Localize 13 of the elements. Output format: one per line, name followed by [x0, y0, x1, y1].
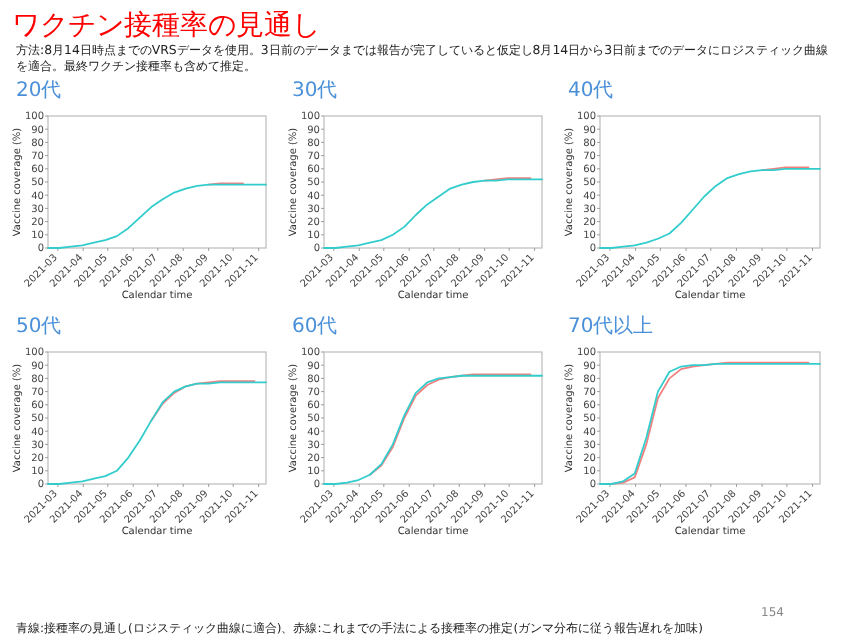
- line-series: [47, 183, 267, 249]
- text: ワクチン接種率の見通し: [12, 10, 320, 42]
- line-series: [323, 178, 543, 249]
- chart-title: 40代: [568, 80, 614, 102]
- chart-title: 70代以上: [568, 314, 654, 338]
- line-series: [369, 373, 532, 476]
- chart-title: 20代: [16, 80, 62, 102]
- line-series: [599, 167, 821, 249]
- line-series: [323, 374, 543, 485]
- chart-title: 30代: [292, 80, 338, 102]
- chart-title: 50代: [16, 316, 62, 338]
- chart-title: 60代: [292, 316, 338, 338]
- line-series: [47, 381, 267, 485]
